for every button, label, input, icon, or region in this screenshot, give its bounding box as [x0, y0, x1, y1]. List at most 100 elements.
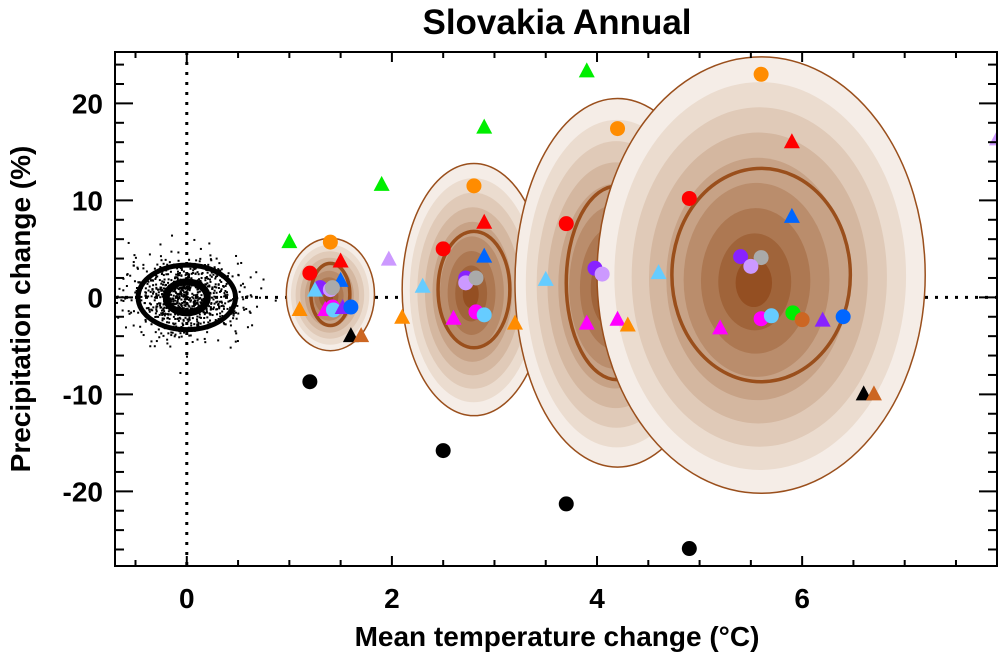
noise-dot [213, 295, 216, 298]
noise-dot [178, 272, 181, 275]
noise-dot [126, 273, 129, 276]
noise-dot [195, 295, 198, 298]
noise-dot [226, 307, 229, 310]
noise-dot [186, 318, 189, 321]
noise-dot [156, 303, 159, 306]
noise-dot [171, 302, 174, 305]
data-point-triangle-lightblue [650, 264, 667, 280]
noise-dot [215, 291, 218, 294]
noise-dot [160, 309, 163, 312]
noise-dot [185, 307, 188, 310]
noise-dot [246, 326, 249, 329]
variability-outer-ellipse [135, 262, 239, 333]
data-point-triangle-purple [814, 311, 831, 327]
noise-dot [134, 256, 137, 259]
noise-dot [120, 299, 123, 302]
noise-dot [217, 287, 220, 290]
noise-dot [135, 286, 138, 289]
noise-dot [153, 299, 156, 302]
noise-dot [198, 313, 201, 316]
noise-dot [194, 296, 197, 299]
noise-dot [130, 299, 133, 302]
noise-dot [220, 268, 223, 271]
noise-dot [208, 305, 211, 308]
noise-dot [163, 306, 166, 309]
noise-dot [189, 267, 192, 270]
data-point-circle-red [558, 216, 574, 232]
noise-dot [224, 323, 227, 326]
data-point-circle-black [558, 496, 574, 512]
noise-dot [236, 262, 239, 265]
noise-dot [196, 296, 199, 299]
noise-dot [227, 272, 230, 275]
noise-dot [186, 273, 189, 276]
noise-dot [192, 269, 195, 272]
noise-dot [215, 308, 218, 311]
data-point-circle-black [681, 541, 697, 557]
noise-dot [200, 294, 203, 297]
noise-dot [200, 272, 203, 275]
noise-dot [159, 255, 162, 258]
noise-dot [207, 277, 210, 280]
noise-dot [182, 289, 185, 292]
noise-dot [177, 272, 180, 275]
noise-dot [188, 286, 191, 289]
noise-dot [197, 273, 200, 276]
noise-dot [203, 337, 206, 340]
noise-dot [142, 263, 145, 266]
noise-dot [150, 295, 153, 298]
noise-dot [159, 302, 162, 305]
noise-dot [224, 302, 227, 305]
noise-dot [198, 278, 201, 281]
noise-dot [172, 294, 175, 297]
noise-dot [162, 287, 165, 290]
noise-dot [238, 290, 241, 293]
noise-dot [222, 322, 225, 325]
data-point-circle-red [435, 241, 451, 257]
noise-dot [171, 331, 174, 334]
noise-dot [175, 273, 178, 276]
noise-dot [242, 306, 245, 309]
noise-dot [147, 295, 150, 298]
noise-dot [191, 305, 194, 308]
noise-dot [205, 283, 208, 286]
noise-dot [144, 294, 147, 297]
noise-dot [184, 277, 187, 280]
noise-dot [169, 297, 172, 300]
noise-dot [174, 317, 177, 320]
noise-dot [219, 269, 222, 272]
noise-dot [179, 371, 182, 374]
noise-dot [163, 310, 166, 313]
noise-dot [210, 275, 213, 278]
noise-dot [167, 332, 170, 335]
noise-dot [216, 300, 219, 303]
noise-dot [176, 270, 179, 273]
noise-dot [227, 300, 230, 303]
noise-dot [136, 266, 139, 269]
noise-dot [175, 296, 178, 299]
noise-dot [166, 342, 169, 345]
noise-dot [186, 276, 189, 279]
noise-dot [182, 318, 185, 321]
noise-dot [171, 234, 174, 237]
data-point-triangle-lightblue [414, 277, 431, 293]
noise-dot [199, 322, 202, 325]
noise-dot [165, 307, 168, 310]
noise-dot [162, 262, 165, 265]
noise-dot [232, 314, 235, 317]
noise-dot [211, 314, 214, 317]
noise-dot [180, 288, 183, 291]
noise-dot [205, 307, 208, 310]
noise-dot [196, 279, 199, 282]
noise-dot [159, 243, 162, 246]
noise-dot [148, 253, 151, 256]
noise-dot [204, 341, 207, 344]
noise-dot [193, 238, 196, 241]
data-point-triangle-green [281, 233, 298, 249]
data-point-triangle-blue [476, 247, 493, 263]
noise-dot [209, 274, 212, 277]
noise-dot [221, 314, 224, 317]
noise-dot [192, 305, 195, 308]
noise-dot [179, 291, 182, 294]
noise-dot [127, 310, 130, 313]
